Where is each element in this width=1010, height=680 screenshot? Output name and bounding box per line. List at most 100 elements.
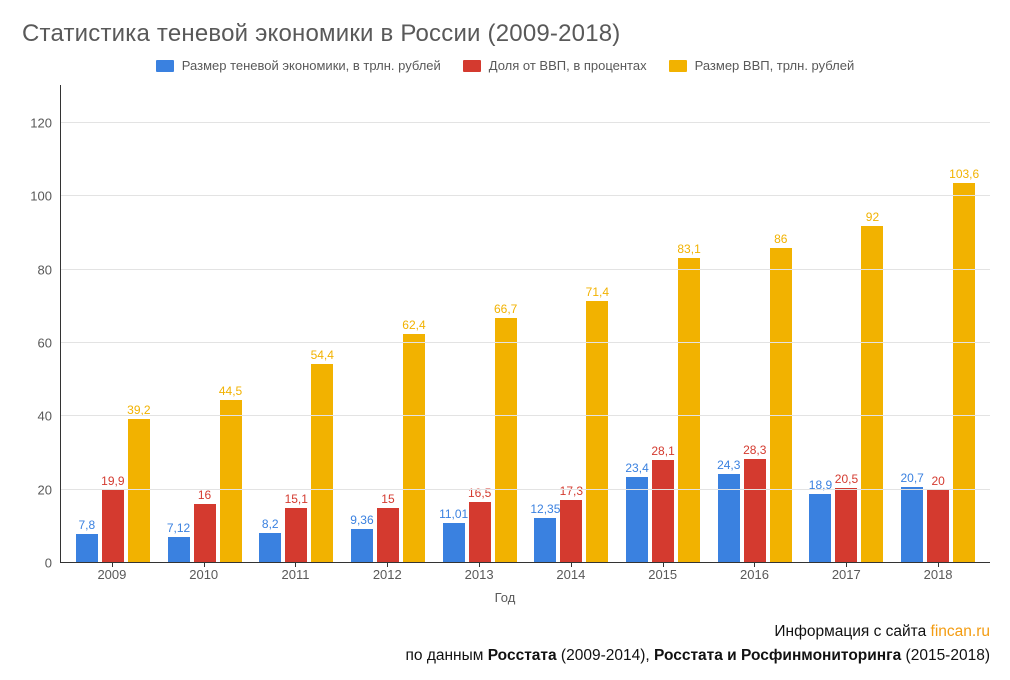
x-axis: 2009201020112012201320142015201620172018 — [60, 563, 990, 582]
bar-value-label: 7,12 — [167, 521, 190, 535]
bar-value-label: 7,8 — [79, 518, 96, 532]
bar-value-label: 86 — [774, 232, 787, 246]
bar: 20 — [927, 490, 949, 563]
bar: 86 — [770, 248, 792, 563]
grid-line — [61, 122, 990, 123]
bar-wrap: 92 — [860, 85, 884, 563]
grid-line — [61, 195, 990, 196]
bar: 18,9 — [809, 494, 831, 563]
bar-wrap: 23,4 — [625, 85, 649, 563]
bar: 15,1 — [285, 508, 307, 563]
bar-value-label: 66,7 — [494, 302, 517, 316]
bar-value-label: 12,35 — [530, 502, 560, 516]
grid-line — [61, 269, 990, 270]
x-tick-label: 2014 — [525, 567, 617, 582]
bar-wrap: 28,3 — [743, 85, 767, 563]
bar-wrap: 66,7 — [494, 85, 518, 563]
x-tick-label: 2010 — [158, 567, 250, 582]
bar: 66,7 — [495, 318, 517, 563]
legend-swatch — [156, 60, 174, 72]
bar-value-label: 92 — [866, 210, 879, 224]
bar-wrap: 15 — [376, 85, 400, 563]
bar-value-label: 11,01 — [439, 507, 468, 521]
x-tick-label: 2017 — [800, 567, 892, 582]
legend-label: Размер теневой экономики, в трлн. рублей — [182, 58, 441, 73]
plot: 7,819,939,27,121644,58,215,154,49,361562… — [60, 85, 990, 563]
x-tick-label: 2011 — [250, 567, 342, 582]
bar-group: 11,0116,566,7 — [434, 85, 526, 563]
bar: 83,1 — [678, 258, 700, 563]
bar-wrap: 16 — [193, 85, 217, 563]
bar-wrap: 54,4 — [310, 85, 334, 563]
bar-group: 7,8 19,9 39,2 — [67, 85, 159, 563]
bar-wrap: 20,5 — [834, 85, 858, 563]
bar-wrap: 39,2 — [127, 85, 151, 563]
y-tick-label: 0 — [45, 555, 52, 570]
plot-area: 020406080100120 7,819,939,27,121644,58,2… — [20, 85, 990, 563]
legend-swatch — [463, 60, 481, 72]
bar: 23,4 — [626, 477, 648, 563]
bar-groups: 7,819,939,27,121644,58,215,154,49,361562… — [61, 85, 990, 563]
legend-item: Размер ВВП, трлн. рублей — [669, 58, 855, 73]
bar-group: 18,920,592 — [801, 85, 893, 563]
bar-wrap: 12,35 — [533, 85, 557, 563]
bar: 16 — [194, 504, 216, 563]
x-axis-ticks: 2009201020112012201320142015201620172018 — [60, 563, 990, 582]
x-tick-label: 2015 — [617, 567, 709, 582]
bar-wrap: 62,4 — [402, 85, 426, 563]
bar-wrap: 17,3 — [559, 85, 583, 563]
bar: 7,8 — [76, 534, 98, 563]
bar-value-label: 15,1 — [285, 492, 308, 506]
y-tick-label: 60 — [38, 335, 52, 350]
legend: Размер теневой экономики, в трлн. рублей… — [20, 58, 990, 73]
bar: 39,2 — [128, 419, 150, 563]
grid-line — [61, 342, 990, 343]
bar-wrap: 15,1 — [284, 85, 308, 563]
chart-frame: Статистика теневой экономики в России (2… — [0, 0, 1010, 680]
x-tick-label: 2012 — [341, 567, 433, 582]
bar: 16,5 — [469, 502, 491, 563]
bar: 54,4 — [311, 364, 333, 563]
bar-wrap: 11,01 — [442, 85, 466, 563]
bar-value-label: 20 — [931, 474, 944, 488]
bar-value-label: 44,5 — [219, 384, 242, 398]
bar-wrap: 20,7 — [900, 85, 924, 563]
bar: 7,12 — [168, 537, 190, 563]
bar: 24,3 — [718, 474, 740, 563]
bar-value-label: 23,4 — [625, 461, 648, 475]
bar: 44,5 — [220, 400, 242, 563]
bar: 20,5 — [835, 488, 857, 563]
bar-wrap: 19,9 — [101, 85, 125, 563]
source-site: fincan.ru — [931, 623, 990, 640]
bar-group: 7,121644,5 — [159, 85, 251, 563]
bar-wrap: 103,6 — [952, 85, 976, 563]
bar-value-label: 28,3 — [743, 443, 766, 457]
bar-wrap: 44,5 — [219, 85, 243, 563]
bar-value-label: 20,7 — [900, 471, 923, 485]
y-tick-label: 100 — [30, 189, 52, 204]
bar-group: 23,428,183,1 — [617, 85, 709, 563]
bar-wrap: 18,9 — [808, 85, 832, 563]
x-tick-label: 2013 — [433, 567, 525, 582]
x-tick-label: 2016 — [709, 567, 801, 582]
bar-value-label: 54,4 — [311, 348, 334, 362]
bar: 92 — [861, 226, 883, 563]
bar-group: 8,215,154,4 — [250, 85, 342, 563]
bar-value-label: 8,2 — [262, 517, 279, 531]
bar: 17,3 — [560, 500, 582, 563]
bar-wrap: 20 — [926, 85, 950, 563]
x-tick-label: 2018 — [892, 567, 984, 582]
legend-item: Размер теневой экономики, в трлн. рублей — [156, 58, 441, 73]
bar-wrap: 71,4 — [585, 85, 609, 563]
bar-value-label: 16 — [198, 488, 211, 502]
bar-value-label: 19,9 — [101, 474, 124, 488]
bar-value-label: 20,5 — [835, 472, 858, 486]
legend-item: Доля от ВВП, в процентах — [463, 58, 647, 73]
bar-wrap: 9,36 — [350, 85, 374, 563]
legend-label: Доля от ВВП, в процентах — [489, 58, 647, 73]
bar-value-label: 71,4 — [586, 285, 609, 299]
bar-value-label: 28,1 — [651, 444, 674, 458]
bar-wrap: 28,1 — [651, 85, 675, 563]
y-tick-label: 20 — [38, 482, 52, 497]
bar-group: 9,361562,4 — [342, 85, 434, 563]
